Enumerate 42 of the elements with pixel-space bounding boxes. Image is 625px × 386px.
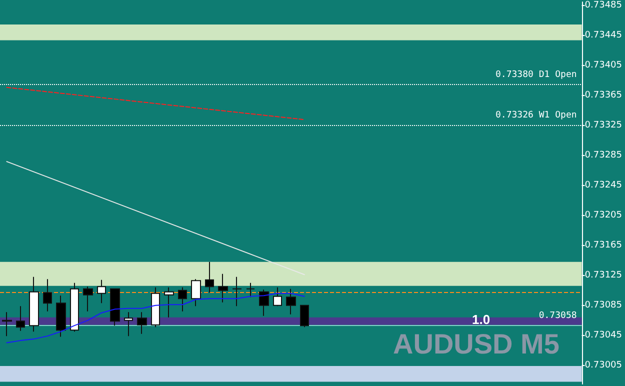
candlestick bbox=[110, 288, 120, 326]
y-tick-label: 0.73285 bbox=[584, 150, 622, 161]
y-tick-label: 0.73365 bbox=[584, 90, 622, 101]
annotation: AUDUSD M5 bbox=[393, 328, 560, 360]
candlestick bbox=[246, 282, 255, 298]
y-tick-label: 0.73085 bbox=[584, 300, 622, 310]
candlestick bbox=[205, 261, 214, 294]
candlestick bbox=[259, 289, 269, 316]
candlestick bbox=[83, 286, 93, 312]
y-tick-label: 0.73125 bbox=[584, 270, 622, 280]
candlestick bbox=[97, 279, 106, 304]
y-tick-label: 0.73205 bbox=[584, 210, 622, 220]
candlestick bbox=[151, 286, 160, 328]
y-tick-label: 0.73045 bbox=[584, 330, 622, 340]
candlestick bbox=[43, 278, 52, 312]
ref-line-label: 0.73380 D1 Open bbox=[496, 70, 577, 80]
candlestick bbox=[286, 288, 296, 315]
ref-line-label: 0.73326 W1 Open bbox=[496, 110, 577, 120]
candlestick bbox=[232, 276, 242, 307]
candlestick bbox=[2, 312, 12, 337]
y-tick-label: 0.73325 bbox=[584, 120, 622, 131]
y-tick-label: 0.73485 bbox=[584, 0, 622, 11]
y-tick-label: 0.73245 bbox=[584, 180, 622, 191]
candlestick bbox=[137, 312, 147, 334]
candlestick bbox=[300, 304, 309, 328]
candlestick bbox=[29, 276, 39, 332]
candlestick bbox=[70, 282, 79, 332]
candlestick bbox=[191, 278, 201, 307]
y-tick-label: 0.73165 bbox=[584, 240, 622, 250]
line-series bbox=[6, 292, 305, 344]
ref-line-label: 0.73058 bbox=[538, 311, 577, 322]
candlestick bbox=[124, 312, 133, 337]
y-tick-label: 0.73405 bbox=[584, 60, 622, 71]
candlestick bbox=[218, 273, 228, 303]
candlestick bbox=[164, 286, 174, 318]
y-tick-label: 0.73005 bbox=[584, 360, 622, 370]
candlestick bbox=[56, 295, 66, 338]
annotation: 1.0 bbox=[472, 312, 490, 327]
candlestick bbox=[178, 286, 187, 312]
candlestick bbox=[273, 286, 282, 307]
candlestick bbox=[16, 306, 25, 332]
y-tick-label: 0.73445 bbox=[584, 30, 622, 41]
